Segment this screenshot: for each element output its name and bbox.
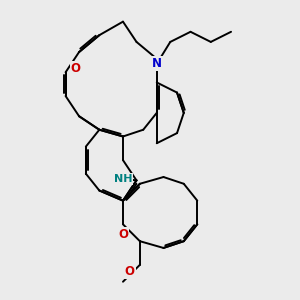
Text: O: O bbox=[125, 265, 135, 278]
Text: O: O bbox=[71, 62, 81, 75]
Text: N: N bbox=[152, 57, 162, 70]
Text: O: O bbox=[118, 228, 128, 241]
Text: NH: NH bbox=[114, 174, 132, 184]
